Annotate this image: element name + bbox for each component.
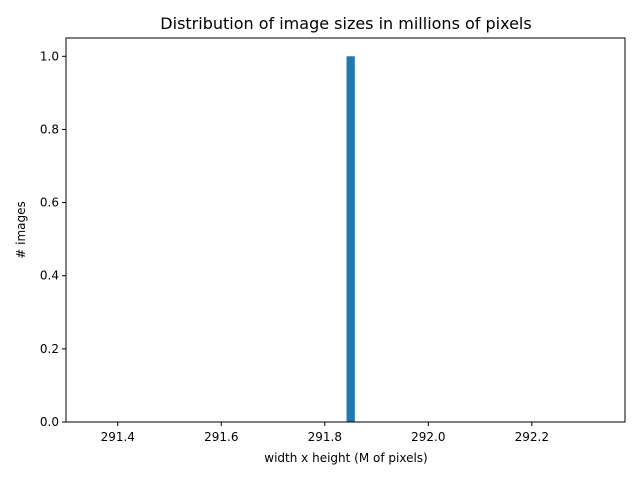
y-axis-label: # images — [14, 201, 28, 259]
x-tick-label: 292.0 — [411, 430, 445, 444]
y-tick-label: 0.8 — [40, 122, 59, 136]
y-tick-label: 1.0 — [40, 49, 59, 63]
x-tick-label: 291.6 — [204, 430, 238, 444]
x-axis-ticks: 291.4 291.6 291.8 292.0 292.2 — [101, 422, 549, 444]
y-axis-ticks: 0.0 0.2 0.4 0.6 0.8 1.0 — [40, 49, 66, 429]
y-tick-label: 0.6 — [40, 196, 59, 210]
y-tick-label: 0.2 — [40, 342, 59, 356]
x-tick-label: 292.2 — [515, 430, 549, 444]
chart-title: Distribution of image sizes in millions … — [160, 14, 531, 33]
x-tick-label: 291.8 — [308, 430, 342, 444]
plot-frame — [65, 37, 626, 423]
bars-group — [346, 56, 355, 423]
histogram-bar — [346, 56, 355, 423]
x-axis-label: width x height (M of pixels) — [264, 451, 427, 465]
y-tick-label: 0.4 — [40, 269, 59, 283]
y-tick-label: 0.0 — [40, 415, 59, 429]
x-tick-label: 291.4 — [101, 430, 135, 444]
